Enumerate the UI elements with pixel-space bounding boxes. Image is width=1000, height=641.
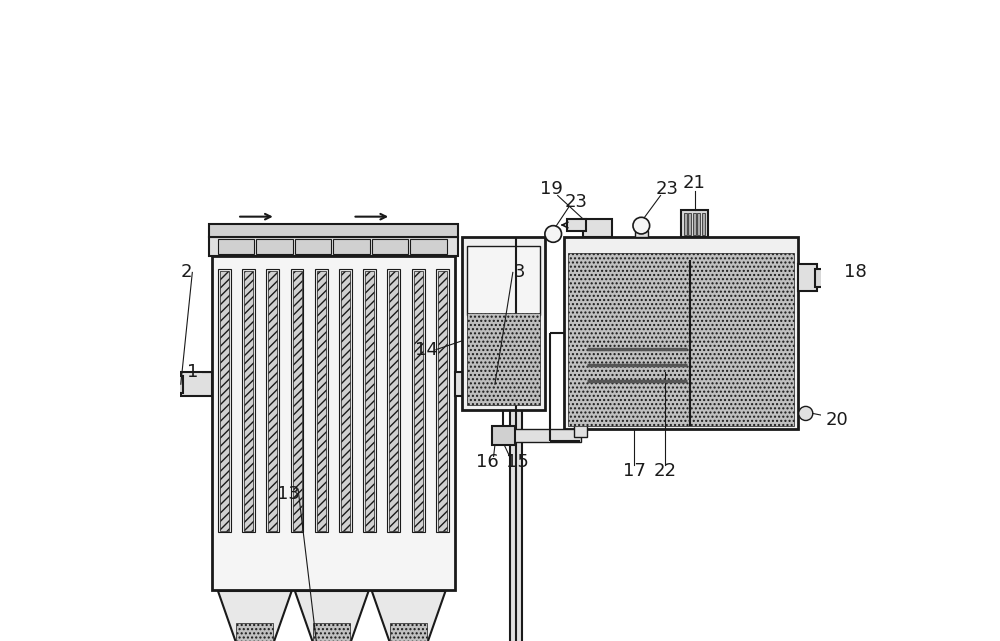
Bar xyxy=(172,376,183,392)
Text: 18: 18 xyxy=(844,263,867,281)
Text: 23: 23 xyxy=(655,180,678,198)
Bar xyxy=(681,210,708,237)
Polygon shape xyxy=(218,591,292,641)
Bar xyxy=(697,213,700,235)
Bar xyxy=(220,271,229,531)
Bar xyxy=(181,372,212,396)
Bar xyxy=(798,264,817,291)
Polygon shape xyxy=(295,591,369,641)
Bar xyxy=(483,376,495,392)
Bar xyxy=(688,213,691,235)
Bar xyxy=(389,271,398,531)
Bar xyxy=(567,219,586,231)
Text: 19: 19 xyxy=(540,180,563,198)
Bar xyxy=(339,269,352,532)
Bar xyxy=(702,213,705,235)
Text: 21: 21 xyxy=(683,174,706,192)
Bar xyxy=(372,239,408,254)
Bar xyxy=(333,239,370,254)
Bar xyxy=(412,269,425,532)
Bar xyxy=(291,269,303,532)
Bar xyxy=(438,271,447,531)
Bar xyxy=(242,269,255,532)
Bar xyxy=(317,271,326,531)
Bar xyxy=(236,623,273,641)
Bar xyxy=(635,231,648,237)
Bar xyxy=(266,269,279,532)
Bar xyxy=(218,239,254,254)
Bar xyxy=(209,224,458,237)
Circle shape xyxy=(545,226,562,242)
Bar xyxy=(492,426,515,445)
Bar xyxy=(467,246,540,315)
Bar xyxy=(218,269,231,532)
Bar xyxy=(295,239,331,254)
Bar xyxy=(390,623,427,641)
Bar xyxy=(256,239,293,254)
Bar xyxy=(387,269,400,532)
Bar xyxy=(510,391,522,641)
Text: 23: 23 xyxy=(564,193,587,211)
Bar xyxy=(244,271,253,531)
Text: 16: 16 xyxy=(476,453,499,470)
Text: 14: 14 xyxy=(415,340,438,359)
Text: 22: 22 xyxy=(653,462,676,480)
Text: 13: 13 xyxy=(277,485,300,503)
Bar xyxy=(268,271,277,531)
Circle shape xyxy=(633,217,650,234)
Bar xyxy=(315,269,328,532)
Bar xyxy=(583,219,612,237)
Bar xyxy=(410,239,447,254)
Bar xyxy=(547,229,560,237)
Bar xyxy=(513,429,581,442)
Bar xyxy=(574,424,587,437)
Bar xyxy=(815,269,826,287)
Bar xyxy=(436,269,449,532)
Bar xyxy=(462,237,545,410)
Text: 20: 20 xyxy=(825,411,848,429)
Circle shape xyxy=(799,406,813,420)
Polygon shape xyxy=(372,591,446,641)
Text: 17: 17 xyxy=(623,462,646,480)
Bar xyxy=(693,213,696,235)
Bar xyxy=(564,237,798,429)
Text: 15: 15 xyxy=(506,453,529,470)
Bar xyxy=(414,271,423,531)
Bar xyxy=(212,256,455,590)
Bar xyxy=(503,379,529,391)
Bar xyxy=(568,253,794,426)
Bar xyxy=(455,372,486,396)
Bar xyxy=(467,313,540,405)
Text: 1: 1 xyxy=(187,363,198,381)
Bar xyxy=(209,237,458,256)
Text: 3: 3 xyxy=(513,263,525,281)
Bar xyxy=(684,213,687,235)
Bar xyxy=(363,269,376,532)
Bar xyxy=(365,271,374,531)
Text: 2: 2 xyxy=(180,263,192,281)
Bar xyxy=(293,271,302,531)
Bar xyxy=(341,271,350,531)
Bar xyxy=(313,623,350,641)
